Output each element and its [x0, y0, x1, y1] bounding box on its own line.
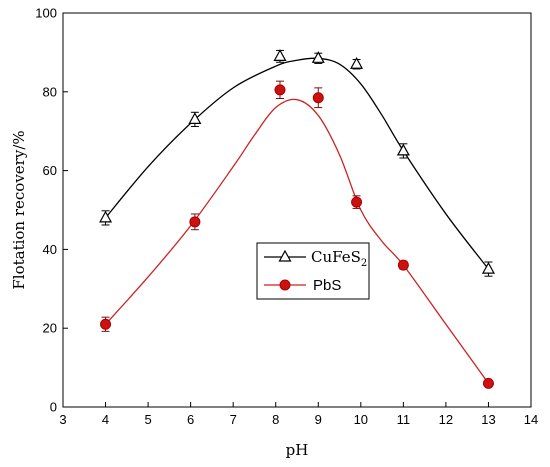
point-cufes2 [99, 210, 113, 223]
x-tick-label: 11 [397, 412, 411, 427]
x-tick-label: 10 [354, 412, 368, 427]
point-pbs [351, 196, 363, 208]
legend-label-cufes2: CuFeS2 [311, 248, 367, 269]
point-pbs [189, 216, 201, 228]
point-cufes2 [350, 56, 364, 69]
plot-frame [62, 12, 532, 408]
x-tick-label: 9 [315, 412, 322, 427]
x-tick-label: 13 [481, 412, 495, 427]
x-tick-label: 14 [524, 412, 538, 427]
point-pbs [397, 259, 409, 271]
x-tick-label: 4 [102, 412, 109, 427]
legend-box [256, 242, 370, 300]
x-tick-label: 5 [144, 412, 151, 427]
point-cufes2 [396, 143, 410, 156]
y-tick-label: 100 [35, 6, 57, 21]
point-pbs [312, 92, 324, 104]
point-pbs [274, 84, 286, 96]
legend-cufes2-name: CuFeS [311, 248, 361, 266]
y-tick-label: 0 [50, 400, 57, 415]
legend: CuFeS2 PbS [256, 242, 370, 300]
point-cufes2 [273, 49, 287, 61]
x-axis-title: pH [286, 441, 309, 459]
point-pbs [100, 318, 112, 330]
point-cufes2 [481, 261, 495, 274]
legend-marker-cufes2 [278, 249, 292, 262]
y-tick-label: 80 [43, 84, 57, 99]
data-points [99, 49, 495, 389]
y-tick-label: 20 [43, 321, 57, 336]
x-axis: 3 4 5 6 7 8 9 10 11 12 13 14 [59, 402, 538, 427]
fit-curves [105, 57, 489, 384]
legend-label-pbs: PbS [313, 277, 341, 294]
x-tick-label: 3 [59, 412, 66, 427]
y-axis: 0 20 40 60 80 100 [35, 6, 68, 415]
fit-curve-pbs [105, 98, 489, 384]
legend-marker-pbs [279, 279, 291, 291]
x-tick-label: 7 [230, 412, 237, 427]
point-cufes2 [188, 112, 202, 124]
x-tick-label: 12 [439, 412, 453, 427]
point-cufes2 [311, 51, 325, 63]
y-tick-label: 40 [43, 242, 57, 257]
point-pbs [482, 377, 494, 389]
legend-cufes2-subscript: 2 [361, 258, 367, 269]
x-tick-label: 6 [187, 412, 194, 427]
x-tick-label: 8 [272, 412, 279, 427]
y-axis-title: Flotation recovery/% [10, 130, 28, 289]
y-tick-label: 60 [43, 163, 57, 178]
fit-curve-cufes2 [105, 57, 489, 270]
